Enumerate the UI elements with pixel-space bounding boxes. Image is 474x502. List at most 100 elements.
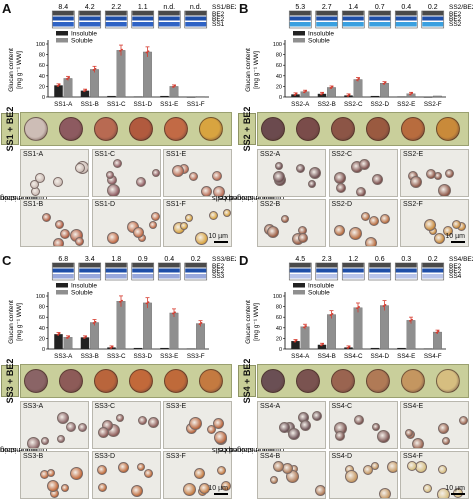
bar-insoluble bbox=[423, 348, 433, 350]
micrograph-label: SS2-A bbox=[260, 151, 281, 158]
legend-swatch-soluble bbox=[56, 38, 68, 43]
scale-label: 10 µm bbox=[445, 233, 465, 240]
x-tick-label: SS1-C bbox=[107, 101, 126, 108]
strain-tag-label: SS4 + BE2 bbox=[242, 358, 252, 404]
data-point bbox=[303, 326, 305, 329]
data-point bbox=[121, 48, 123, 51]
micrograph-cell: SS1-C bbox=[91, 149, 161, 197]
strip-row-label: BE2 bbox=[212, 16, 225, 23]
bar-soluble bbox=[353, 79, 363, 98]
y-tick-label: 60 bbox=[39, 63, 45, 69]
y-tick-label: 60 bbox=[276, 63, 282, 69]
y-tick-label: 20 bbox=[276, 336, 282, 342]
ratio-value: 8.4 bbox=[58, 4, 68, 11]
micrograph-label: SS3-A bbox=[23, 403, 44, 410]
stained-cell bbox=[96, 465, 107, 475]
strip-row-be2 bbox=[395, 16, 417, 21]
legend-swatch-soluble bbox=[56, 290, 68, 295]
data-point bbox=[147, 50, 150, 53]
y-tick-label: 40 bbox=[276, 326, 282, 332]
bar-soluble bbox=[143, 51, 152, 98]
plate-strip bbox=[257, 364, 469, 398]
strip-row-label: SS3 bbox=[212, 273, 225, 280]
data-point bbox=[83, 90, 85, 93]
ratio-label: SS1/BE2 bbox=[212, 4, 236, 11]
data-point bbox=[435, 331, 438, 334]
data-point bbox=[92, 322, 95, 324]
x-tick-label: SS3-D bbox=[133, 353, 152, 360]
data-point bbox=[94, 320, 97, 323]
stained-cell bbox=[273, 171, 285, 183]
strip-row-ss bbox=[395, 22, 417, 27]
data-point bbox=[346, 95, 349, 97]
strip-row-ss bbox=[342, 22, 364, 27]
data-point bbox=[382, 82, 385, 85]
stained-cell bbox=[41, 437, 49, 445]
micrograph-grid: SS3-A SS3-C SS3-E SS3-B SS3-D SS3-F 10 µm bbox=[20, 401, 232, 499]
stained-cell bbox=[405, 429, 413, 437]
stained-cell bbox=[115, 414, 124, 422]
bar-soluble bbox=[90, 322, 99, 350]
legend-label-insoluble: Insoluble bbox=[71, 30, 97, 37]
stained-cell bbox=[221, 481, 231, 491]
x-tick-label: SS2-D bbox=[370, 101, 389, 108]
bar-soluble bbox=[63, 78, 73, 98]
data-point bbox=[331, 312, 334, 315]
micrograph-label: SS2-B bbox=[260, 201, 281, 208]
micrograph-cell: SS4-F 10 µm bbox=[400, 451, 469, 499]
stained-cell bbox=[273, 461, 284, 472]
strip-row-ss bbox=[105, 274, 127, 279]
colony-plate bbox=[401, 369, 425, 393]
colony-plate bbox=[436, 369, 460, 393]
strip-row-be2 bbox=[52, 268, 74, 273]
stained-cell bbox=[27, 437, 40, 448]
strip-row-be2 bbox=[52, 16, 74, 21]
x-tick-label: SS3-B bbox=[81, 353, 99, 360]
y-tick-label: 100 bbox=[273, 294, 282, 300]
stained-cell bbox=[434, 233, 445, 244]
stained-cell bbox=[75, 237, 84, 246]
data-point bbox=[68, 335, 70, 338]
stained-cell bbox=[189, 417, 202, 430]
stained-cell bbox=[423, 484, 432, 493]
bar-insoluble bbox=[80, 337, 90, 349]
micrograph-label: SS1-A bbox=[23, 151, 44, 158]
data-point bbox=[56, 84, 59, 87]
x-tick-label: SS1-A bbox=[54, 101, 73, 108]
data-point bbox=[295, 339, 298, 342]
legend-label-insoluble: Insoluble bbox=[308, 30, 334, 37]
y-tick-label: 40 bbox=[276, 74, 282, 80]
colony-plate bbox=[199, 117, 223, 141]
stained-cell bbox=[150, 212, 160, 221]
micrograph-cell: SS1-E bbox=[163, 149, 232, 197]
strip-row-ss bbox=[289, 22, 311, 27]
x-tick-label: SS1-E bbox=[160, 101, 178, 108]
stained-cell bbox=[201, 186, 212, 196]
legend-label-insoluble: Insoluble bbox=[308, 282, 334, 289]
ratio-value: 0.2 bbox=[191, 256, 201, 263]
legend-swatch-insoluble bbox=[56, 31, 68, 36]
glucan-bar-chart: 8.4 4.2 2.2 1.1 n.d. n.d. SS1/BE2BE2BE2SS10204… bbox=[8, 4, 236, 108]
stained-cell bbox=[132, 227, 144, 238]
strip-row-be2 bbox=[132, 268, 154, 273]
strip-row-be2 bbox=[158, 11, 180, 16]
strip-row-ss bbox=[316, 274, 338, 279]
stained-cell bbox=[407, 461, 417, 471]
strip-row-be2 bbox=[289, 268, 311, 273]
strip-row-be2 bbox=[185, 268, 207, 273]
strip-row-be2 bbox=[422, 263, 444, 268]
bar-insoluble bbox=[54, 334, 63, 349]
stained-cell bbox=[438, 465, 447, 474]
stained-cell bbox=[426, 169, 436, 179]
strip-row-be2 bbox=[132, 263, 154, 268]
data-point bbox=[411, 92, 413, 95]
strain-tag: SS1 + BE2 bbox=[1, 107, 19, 151]
stained-cell bbox=[296, 164, 305, 173]
stained-cell bbox=[315, 485, 325, 496]
stained-cell bbox=[42, 213, 51, 222]
y-tick-label: 20 bbox=[276, 84, 282, 90]
ratio-value: 2.3 bbox=[322, 256, 332, 263]
ratio-value: 0.9 bbox=[138, 256, 148, 263]
data-point bbox=[409, 93, 411, 96]
strip-row-ss bbox=[158, 22, 180, 27]
